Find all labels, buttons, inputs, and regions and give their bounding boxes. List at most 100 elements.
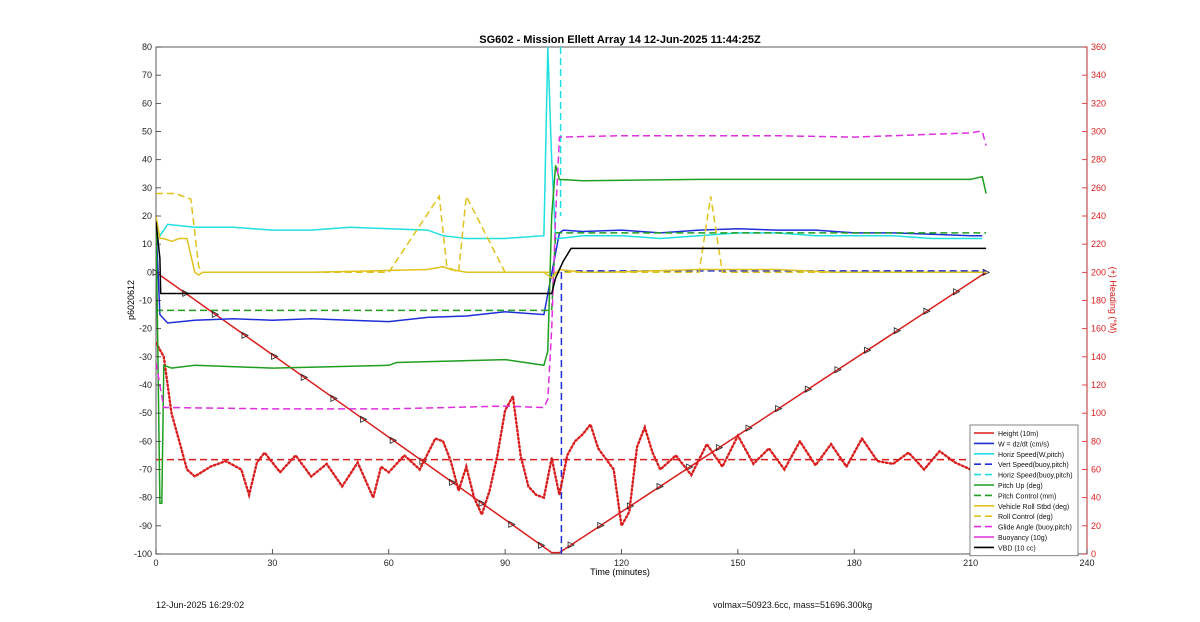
x-tick-label: 30 (267, 558, 277, 568)
x-tick-label: 0 (153, 558, 158, 568)
height-marker (982, 268, 991, 276)
x-tick-label: 150 (730, 558, 745, 568)
legend-label: Horiz Speed(W,pitch) (998, 452, 1064, 459)
y-tick-label: -10 (139, 296, 152, 306)
y-right-tick-label: 240 (1091, 211, 1106, 221)
height-marker (360, 415, 368, 423)
y-tick-label: -100 (134, 549, 152, 559)
y-tick-label: -30 (139, 352, 152, 362)
y-right-tick-label: 360 (1091, 42, 1106, 52)
series-line-11 (156, 130, 987, 410)
y-tick-label: 10 (142, 239, 152, 249)
x-axis: 0 30 60 90 120 150 180 210 240 (153, 549, 1095, 568)
y-right-tick-label: 60 (1091, 465, 1101, 475)
series-line-13 (156, 221, 987, 295)
height-marker (953, 288, 961, 296)
legend-box (969, 424, 1079, 557)
height-marker (567, 541, 575, 549)
x-tick-label: 180 (847, 558, 862, 568)
height-marker (538, 541, 546, 549)
height-marker (330, 394, 338, 402)
x-tick-label: 60 (384, 558, 394, 568)
height-marker (449, 478, 457, 486)
legend: Height (10m) W = dz/dt (cm/s) Horiz Speed(… (969, 424, 1079, 557)
series-layer (152, 47, 991, 554)
y-tick-label: 50 (142, 127, 152, 137)
series-line-7 (156, 165, 987, 505)
height-marker (745, 424, 753, 432)
y-tick-label: 80 (142, 42, 152, 52)
x-tick-label: 90 (500, 558, 510, 568)
height-marker (508, 520, 516, 528)
y-tick-label: -60 (139, 436, 152, 446)
height-marker (804, 385, 813, 393)
series-line-0 (156, 271, 987, 554)
height-marker (923, 307, 931, 315)
y-tick-label: 30 (142, 183, 152, 193)
legend-label: Roll Control (deg) (998, 514, 1053, 521)
height-marker (775, 404, 783, 413)
y-tick-label: 20 (142, 211, 152, 221)
y-right-tick-label: 180 (1091, 296, 1106, 306)
y-tick-label: -70 (139, 465, 152, 475)
y-right-tick-label: 80 (1091, 436, 1101, 446)
y-axis-right: 0 20 40 60 80 100 120 140 160 180 200 220 240 260 280 3… (1082, 42, 1106, 559)
y-right-tick-label: 40 (1091, 493, 1101, 503)
y-right-tick-label: 120 (1091, 380, 1106, 390)
y-tick-label: 40 (142, 155, 152, 165)
legend-label: Glide Angle (buoy,pitch) (998, 525, 1072, 532)
height-marker (211, 310, 220, 318)
y-tick-label: -90 (139, 521, 152, 531)
chart-title: SG602 - Mission Ellett Array 14 12-Jun-2… (479, 34, 761, 46)
y-right-tick-label: 20 (1091, 521, 1101, 531)
legend-label: Pitch Control (mm) (998, 493, 1056, 500)
y-right-tick-label: 100 (1091, 408, 1106, 418)
height-marker (834, 366, 842, 374)
height-marker (597, 521, 605, 530)
legend-label: Horiz Speed(buoy,pitch) (998, 473, 1073, 480)
height-marker (478, 499, 487, 507)
series-line-5 (156, 341, 988, 530)
y-right-tick-label: 0 (1091, 549, 1096, 559)
legend-label: W = dz/dt (cm/s) (998, 441, 1049, 448)
height-marker (686, 463, 694, 471)
height-marker (656, 482, 664, 491)
y-axis-label-right: (+) Heading (°M) (1108, 267, 1118, 334)
y-right-tick-label: 320 (1091, 98, 1106, 108)
y-axis-label-left: p6020612 (126, 280, 136, 320)
y-tick-label: -80 (139, 493, 152, 503)
legend-label: Buoyancy (10g) (998, 535, 1047, 542)
series-line-2 (156, 47, 983, 240)
legend-label: VBD (10 cc) (998, 545, 1036, 552)
series-line-3 (560, 270, 987, 554)
y-right-tick-label: 200 (1091, 267, 1106, 277)
y-right-tick-label: 300 (1091, 127, 1106, 137)
y-right-tick-label: 340 (1091, 70, 1106, 80)
y-right-tick-label: 140 (1091, 352, 1106, 362)
y-tick-label: 60 (142, 98, 152, 108)
footer-timestamp: 12-Jun-2025 16:29:02 (156, 600, 245, 610)
footer-volmax-mass: volmax=50923.6cc, mass=51696.300kg (713, 600, 873, 610)
height-marker (389, 436, 398, 444)
y-tick-label: 70 (142, 70, 152, 80)
y-right-tick-label: 260 (1091, 183, 1106, 193)
x-tick-label: 210 (963, 558, 978, 568)
y-right-tick-label: 160 (1091, 324, 1106, 334)
y-tick-label: 0 (147, 267, 152, 277)
y-tick-label: -20 (139, 324, 152, 334)
height-marker (271, 352, 279, 360)
legend-label: Vert Speed(buoy,pitch) (998, 462, 1069, 469)
height-marker (864, 346, 872, 354)
height-marker (300, 373, 309, 381)
legend-label: Height (10m) (998, 431, 1038, 438)
x-axis-label: Time (minutes) (590, 567, 650, 577)
height-marker (893, 327, 902, 335)
height-marker (241, 331, 249, 339)
y-right-tick-label: 220 (1091, 239, 1106, 249)
legend-label: Pitch Up (deg) (998, 483, 1043, 490)
height-marker (715, 443, 724, 452)
y-right-tick-label: 280 (1091, 155, 1106, 165)
y-axis-left: -100-90-80-70-60-50-40-30-20-10010203040… (134, 42, 161, 559)
y-tick-label: -40 (139, 380, 152, 390)
